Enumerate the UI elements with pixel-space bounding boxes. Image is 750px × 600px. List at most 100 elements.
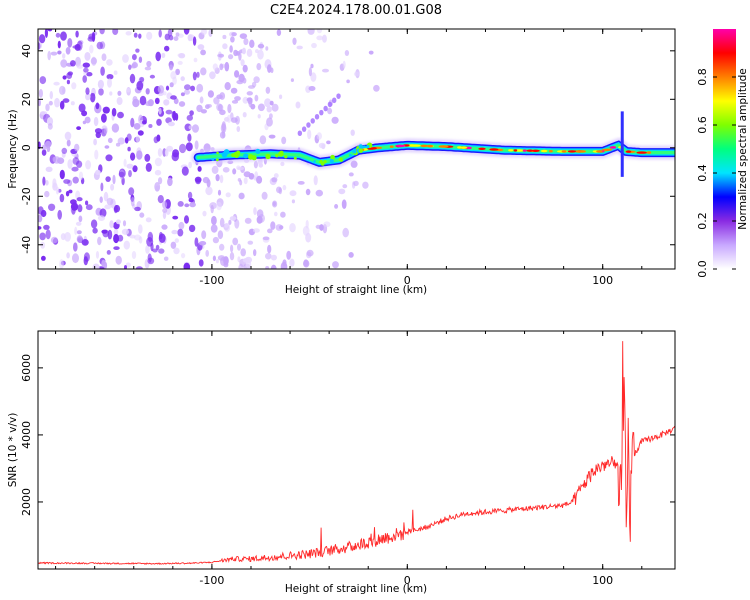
heatmap-cell	[95, 251, 100, 259]
heatmap-cell	[107, 137, 113, 144]
heatmap-cell	[244, 217, 252, 224]
heatmap-cell	[184, 215, 189, 224]
ridge-peak	[284, 155, 288, 159]
heatmap-cell	[311, 42, 317, 49]
heatmap-cell	[103, 127, 108, 135]
heatmap-cell	[270, 221, 276, 230]
heatmap-cell	[186, 114, 193, 121]
heatmap-cell	[211, 165, 219, 174]
ridge-peak	[609, 146, 617, 149]
heatmap-cell	[297, 130, 303, 137]
heatmap-cell	[163, 99, 170, 106]
heatmap-cell	[240, 248, 246, 257]
heatmap-cell	[200, 49, 207, 56]
ridge-peak	[508, 149, 514, 152]
heatmap-cell	[65, 47, 71, 55]
ridge-peak	[646, 151, 652, 154]
heatmap-cell	[268, 134, 276, 139]
heatmap-cell	[155, 51, 161, 62]
heatmap-cell	[71, 166, 79, 172]
heatmap-cell	[267, 64, 272, 73]
heatmap-cell	[198, 259, 204, 267]
heatmap-cell	[85, 92, 91, 101]
heatmap-cell	[74, 226, 78, 235]
ridge-peak	[457, 146, 462, 149]
heatmap-cell	[197, 44, 205, 50]
heatmap-cell	[189, 110, 194, 116]
heatmap-cell	[348, 252, 354, 258]
heatmap-cell	[342, 184, 348, 189]
heatmap-cell	[74, 143, 80, 152]
heatmap-cell	[307, 129, 312, 140]
ridge-peak	[513, 149, 518, 152]
heatmap-cell	[158, 233, 166, 243]
heatmap-cell	[289, 258, 295, 267]
heatmap-cell	[112, 29, 119, 35]
heatmap-cell	[301, 126, 307, 132]
heatmap-cell	[243, 171, 251, 178]
heatmap-cell	[281, 136, 287, 145]
heatmap-cell	[235, 115, 240, 125]
heatmap-cell	[291, 199, 295, 204]
heatmap-cell	[249, 39, 255, 48]
heatmap-cell	[139, 76, 145, 83]
heatmap-cell	[64, 131, 72, 141]
heatmap-cell	[128, 64, 132, 70]
heatmap-cell	[269, 100, 274, 106]
heatmap-cell	[158, 177, 163, 185]
heatmap-cell	[45, 166, 53, 172]
heatmap-cell	[72, 176, 79, 184]
heatmap-cell	[112, 174, 116, 185]
heatmap-cell	[200, 67, 207, 76]
heatmap-cell	[117, 90, 122, 96]
heatmap-cell	[145, 244, 150, 254]
heatmap-cell	[264, 98, 272, 108]
heatmap-cell	[72, 253, 79, 264]
heatmap-cell	[257, 43, 265, 49]
heatmap-cell	[96, 41, 104, 50]
heatmap-cell	[71, 206, 76, 215]
heatmap-cell	[41, 255, 46, 261]
heatmap-cell	[229, 45, 233, 53]
heatmap-cell	[267, 244, 272, 254]
heatmap-cell	[199, 96, 204, 104]
heatmap-cell	[135, 135, 140, 143]
heatmap-cell	[279, 94, 283, 100]
heatmap-cell	[157, 195, 164, 204]
heatmap-cell	[246, 48, 253, 58]
heatmap-cell	[207, 90, 214, 98]
heatmap-cell	[331, 116, 339, 124]
heatmap-cell	[57, 40, 61, 49]
heatmap-cells	[38, 29, 380, 269]
heatmap-cell	[240, 59, 245, 67]
heatmap-cell	[144, 153, 151, 162]
heatmap-cell	[306, 122, 311, 128]
heatmap-cell	[231, 32, 237, 37]
heatmap-cell	[106, 197, 114, 206]
heatmap-cell	[327, 101, 333, 108]
colorbar-tick-label: 0.8	[696, 68, 709, 86]
heatmap-cell	[212, 236, 219, 244]
heatmap-cell	[82, 62, 91, 68]
heatmap-cell	[129, 73, 136, 84]
heatmap-cell	[155, 244, 160, 251]
heatmap-cell	[138, 33, 142, 39]
heatmap-cell	[59, 85, 66, 95]
heatmap-cell	[243, 177, 248, 185]
heatmap-cell	[321, 143, 326, 150]
heatmap-cell	[232, 237, 239, 246]
heatmap-cell	[166, 145, 174, 152]
heatmap-cell	[336, 93, 341, 99]
heatmap-cell	[194, 237, 199, 247]
heatmap-cell	[55, 32, 61, 38]
ridge-peak	[460, 146, 468, 149]
heatmap-cell	[180, 76, 185, 82]
heatmap-cell	[70, 60, 76, 67]
heatmap-cell	[295, 101, 301, 109]
heatmap-cell	[350, 160, 358, 168]
heatmap-cell	[332, 97, 337, 104]
ridge-peak	[420, 144, 428, 148]
snr-ticks: -100 0 100 2000 4000 6000	[20, 331, 675, 587]
heatmap-cell	[302, 225, 310, 236]
heatmap-cell	[81, 110, 88, 117]
